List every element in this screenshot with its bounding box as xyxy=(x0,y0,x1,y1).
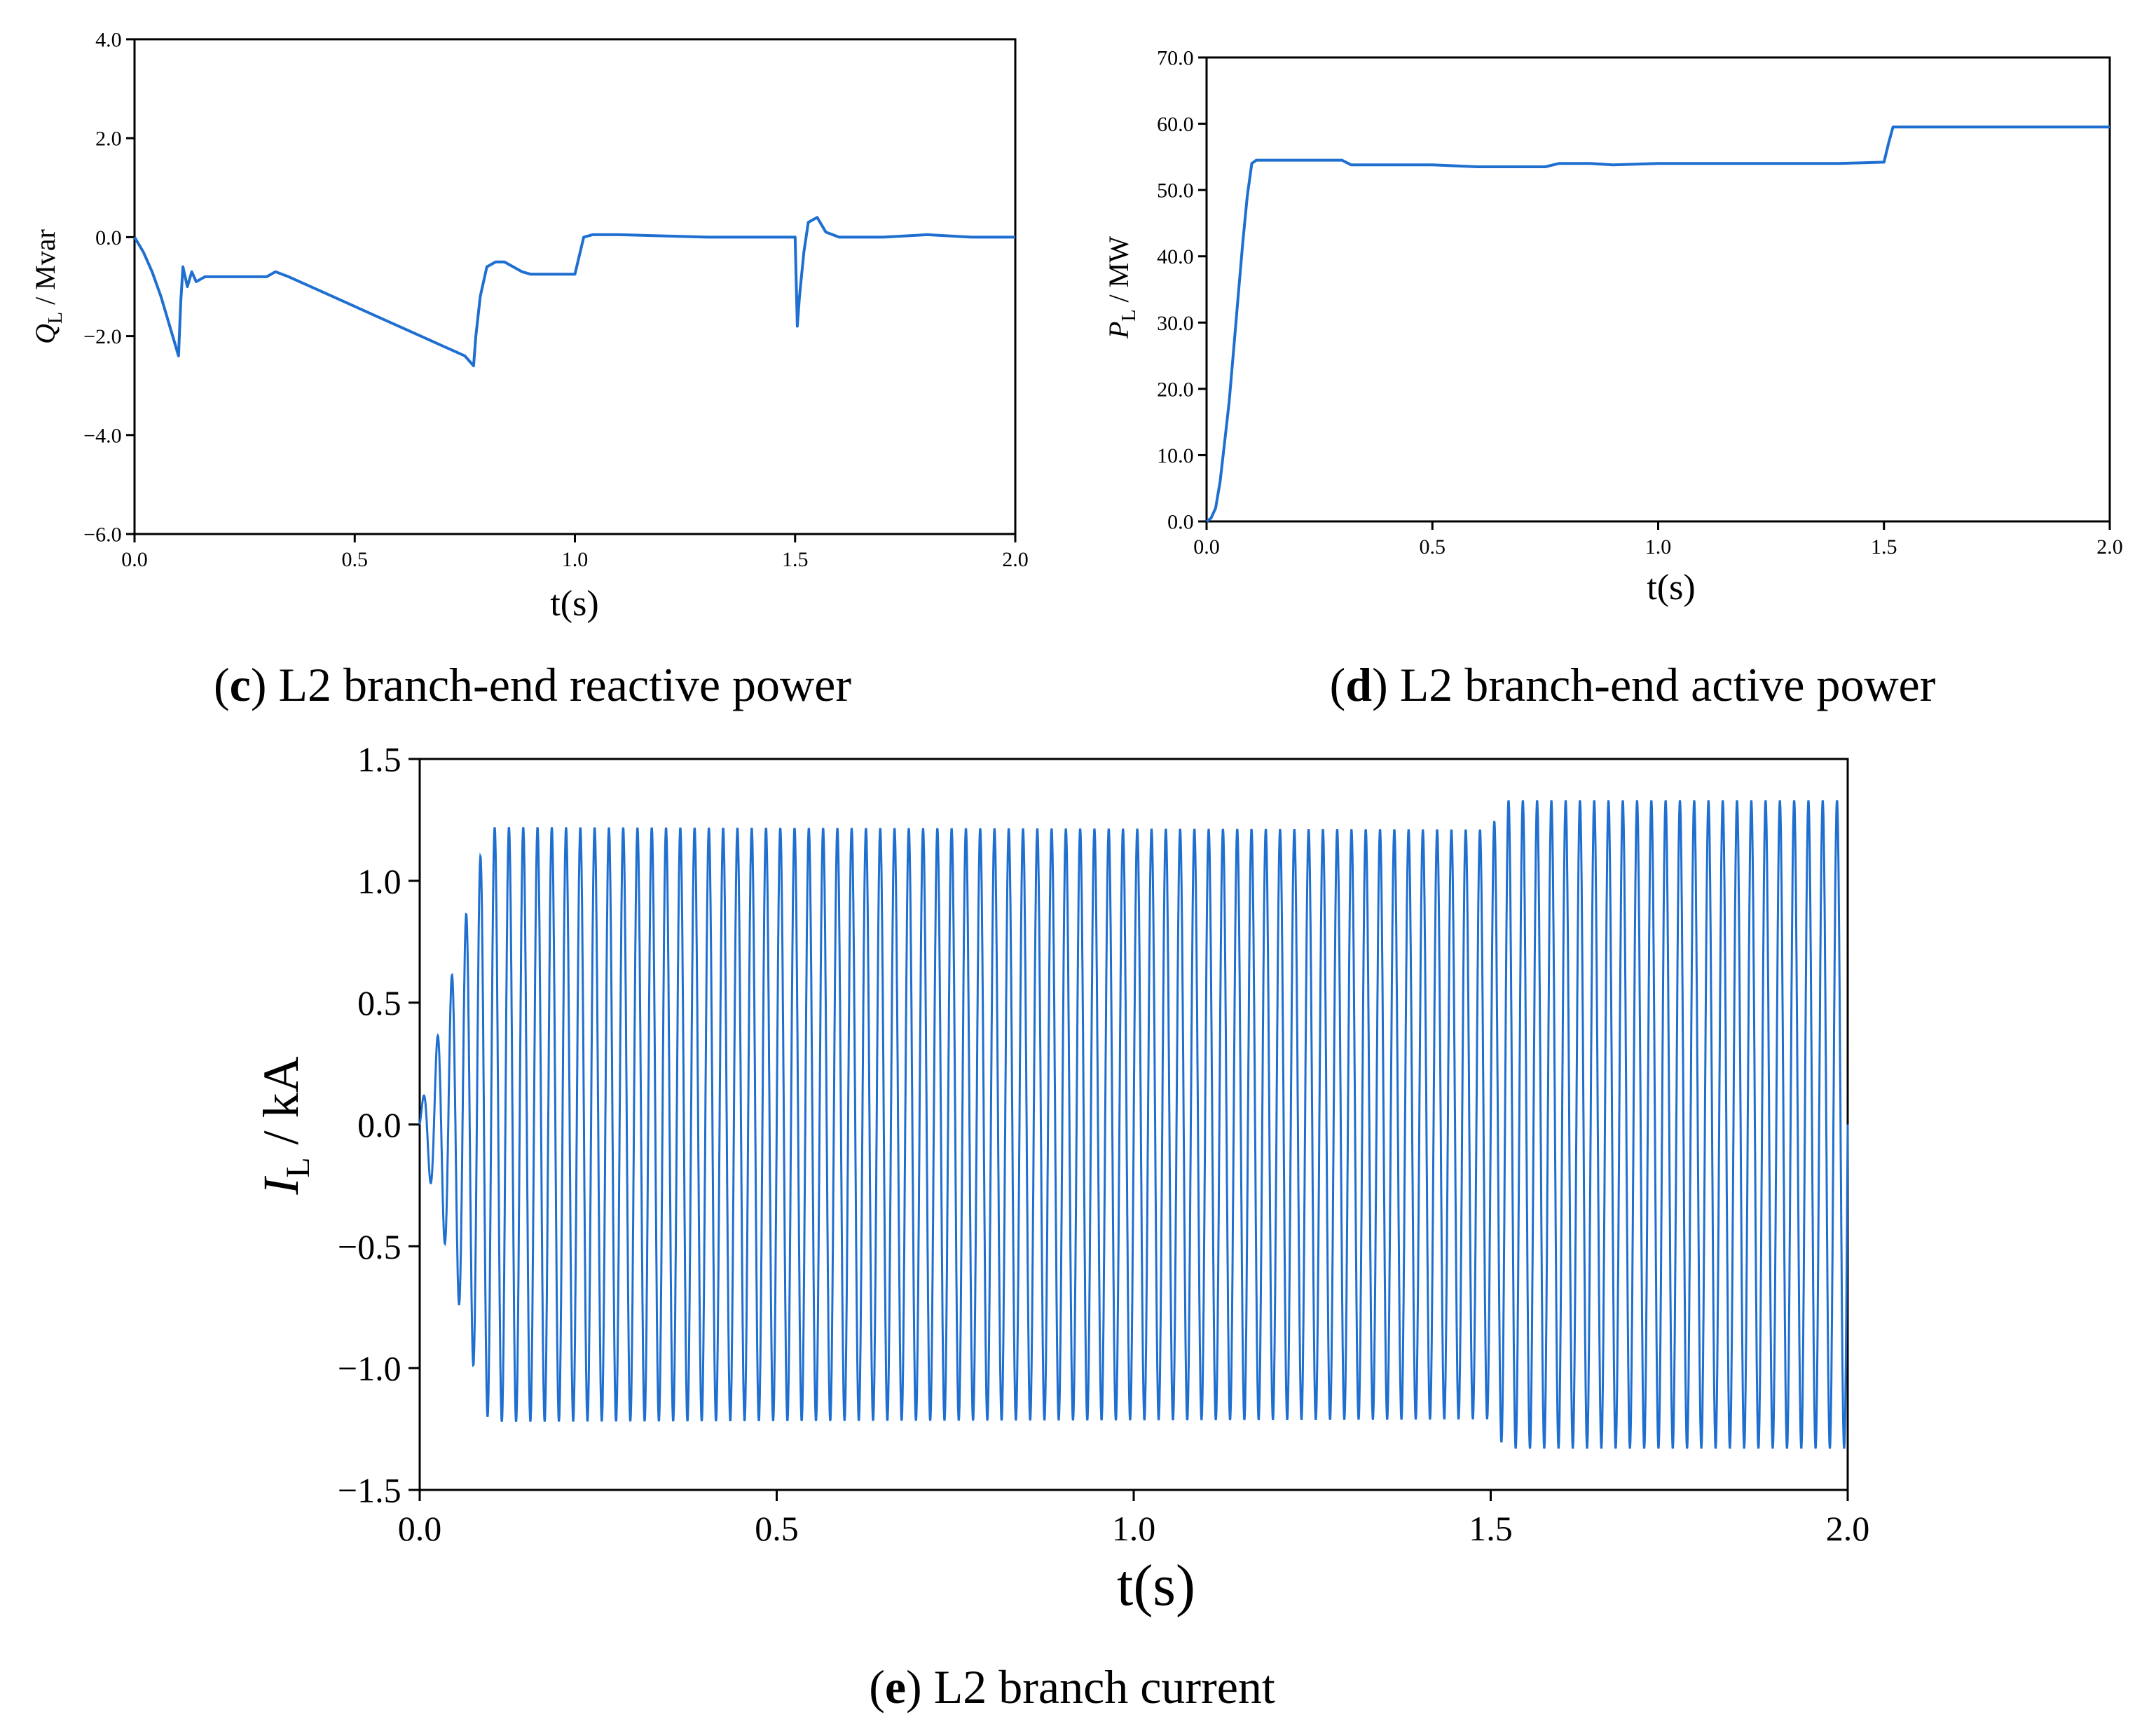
chart-e-y-tick-label: −1.5 xyxy=(338,1471,401,1510)
chart-c-y-axis-label-unit: / Mvar xyxy=(29,229,61,312)
chart-c-y-axis-label: QL / Mvar xyxy=(29,229,67,344)
chart-c-y-tick-label: −2.0 xyxy=(83,325,121,348)
chart-d-y-tick-label: 40.0 xyxy=(1157,245,1194,268)
chart-c-y-tick-label: −6.0 xyxy=(83,524,121,547)
chart-c-y-tick-label: −4.0 xyxy=(83,424,121,447)
chart-d-y-tick-label: 60.0 xyxy=(1157,113,1194,136)
chart-c-caption-letter: c xyxy=(230,658,251,711)
chart-d-series-line xyxy=(1205,125,2110,523)
chart-d-y-tick-label: 50.0 xyxy=(1157,179,1194,203)
chart-e-x-tick-label: 2.0 xyxy=(1826,1509,1870,1548)
chart-c-y-ticks: −6.0 −4.0 −2.0 0.0 2.0 4.0 xyxy=(83,29,135,547)
chart-c-y-tick-label: 4.0 xyxy=(95,29,122,52)
chart-e-y-tick-label: 1.0 xyxy=(357,861,401,901)
chart-e-x-tick-label: 1.0 xyxy=(1112,1509,1156,1548)
chart-c-y-axis-label-sub: L xyxy=(45,312,67,324)
chart-d-x-axis-label: t(s) xyxy=(1647,568,1695,608)
chart-d-x-tick-label: 1.5 xyxy=(1871,535,1897,559)
chart-d: 0.0 10.0 20.0 30.0 40.0 50.0 60.0 70.0 0.0 0.5 1.… xyxy=(1103,47,2123,712)
chart-d-y-axis-label-unit: / MW xyxy=(1103,236,1134,310)
chart-d-y-axis-label: PL / MW xyxy=(1103,236,1140,339)
chart-d-y-tick-label: 30.0 xyxy=(1157,312,1194,335)
chart-c-series-line xyxy=(133,216,1015,367)
chart-e-caption-text: L2 branch current xyxy=(922,1660,1275,1713)
chart-d-x-ticks: 0.0 0.5 1.0 1.5 2.0 xyxy=(1193,521,2123,559)
chart-e-y-tick-label: 1.5 xyxy=(357,740,401,779)
chart-e: −1.5 −1.0 −0.5 0.0 0.5 1.0 1.5 0.0 0.5 1.0 1.5 2.0… xyxy=(253,740,1869,1714)
chart-d-caption-text: L2 branch-end active power xyxy=(1388,658,1936,711)
chart-c-x-tick-label: 1.5 xyxy=(782,548,809,571)
chart-e-y-axis-label-sub: L xyxy=(280,1157,317,1177)
chart-c-y-tick-label: 0.0 xyxy=(95,226,122,249)
chart-e-y-ticks: −1.5 −1.0 −0.5 0.0 0.5 1.0 1.5 xyxy=(338,740,420,1510)
chart-c-x-tick-label: 1.0 xyxy=(562,548,589,571)
chart-e-y-tick-label: −0.5 xyxy=(338,1227,401,1266)
chart-c-y-axis-label-main: Q xyxy=(29,324,61,344)
chart-d-x-tick-label: 0.0 xyxy=(1193,535,1220,559)
chart-e-series-line xyxy=(418,800,1849,1449)
chart-c-y-tick-label: 2.0 xyxy=(95,128,122,151)
chart-e-x-ticks: 0.0 0.5 1.0 1.5 2.0 xyxy=(398,1490,1870,1548)
chart-e-y-tick-label: 0.0 xyxy=(357,1105,401,1144)
chart-d-y-axis-label-sub: L xyxy=(1118,309,1140,321)
chart-c-caption-text: L2 branch-end reactive power xyxy=(267,658,852,711)
chart-c: −6.0 −4.0 −2.0 0.0 2.0 4.0 0.0 0.5 1.0 1.5 2.0 t(… xyxy=(29,29,1029,712)
chart-c-x-ticks: 0.0 0.5 1.0 1.5 2.0 xyxy=(121,534,1029,571)
chart-d-y-ticks: 0.0 10.0 20.0 30.0 40.0 50.0 60.0 70.0 xyxy=(1157,47,1207,534)
chart-e-y-tick-label: −1.0 xyxy=(338,1349,401,1388)
chart-e-x-tick-label: 0.5 xyxy=(755,1509,799,1548)
chart-e-caption: (e) L2 branch current xyxy=(869,1660,1275,1713)
chart-e-x-axis-label: t(s) xyxy=(1117,1553,1195,1618)
chart-d-y-tick-label: 70.0 xyxy=(1157,47,1194,70)
chart-c-x-tick-label: 0.0 xyxy=(121,548,148,571)
chart-d-y-tick-label: 0.0 xyxy=(1167,511,1194,534)
chart-d-x-tick-label: 1.0 xyxy=(1645,535,1672,559)
chart-e-y-tick-label: 0.5 xyxy=(357,983,401,1022)
chart-e-y-axis-label: IL / kA xyxy=(253,1056,317,1195)
chart-c-caption: (c) L2 branch-end reactive power xyxy=(214,658,851,711)
chart-c-frame xyxy=(133,38,1017,535)
chart-e-x-tick-label: 1.5 xyxy=(1469,1509,1513,1548)
chart-e-x-tick-label: 0.0 xyxy=(398,1509,442,1548)
chart-c-x-tick-label: 0.5 xyxy=(342,548,369,571)
chart-d-x-tick-label: 0.5 xyxy=(1420,535,1446,559)
chart-e-caption-letter: e xyxy=(885,1660,906,1713)
chart-c-x-axis-label: t(s) xyxy=(550,584,598,624)
chart-d-caption-letter: d xyxy=(1345,658,1372,711)
chart-d-y-tick-label: 10.0 xyxy=(1157,444,1194,467)
chart-d-y-tick-label: 20.0 xyxy=(1157,378,1194,401)
chart-d-y-axis-label-main: P xyxy=(1103,322,1134,339)
chart-c-x-tick-label: 2.0 xyxy=(1002,548,1029,571)
chart-d-x-tick-label: 2.0 xyxy=(2096,535,2123,559)
chart-e-y-axis-label-main: I xyxy=(253,1176,309,1196)
chart-d-caption: (d) L2 branch-end active power xyxy=(1330,658,1936,711)
chart-e-y-axis-label-unit: / kA xyxy=(253,1056,309,1157)
